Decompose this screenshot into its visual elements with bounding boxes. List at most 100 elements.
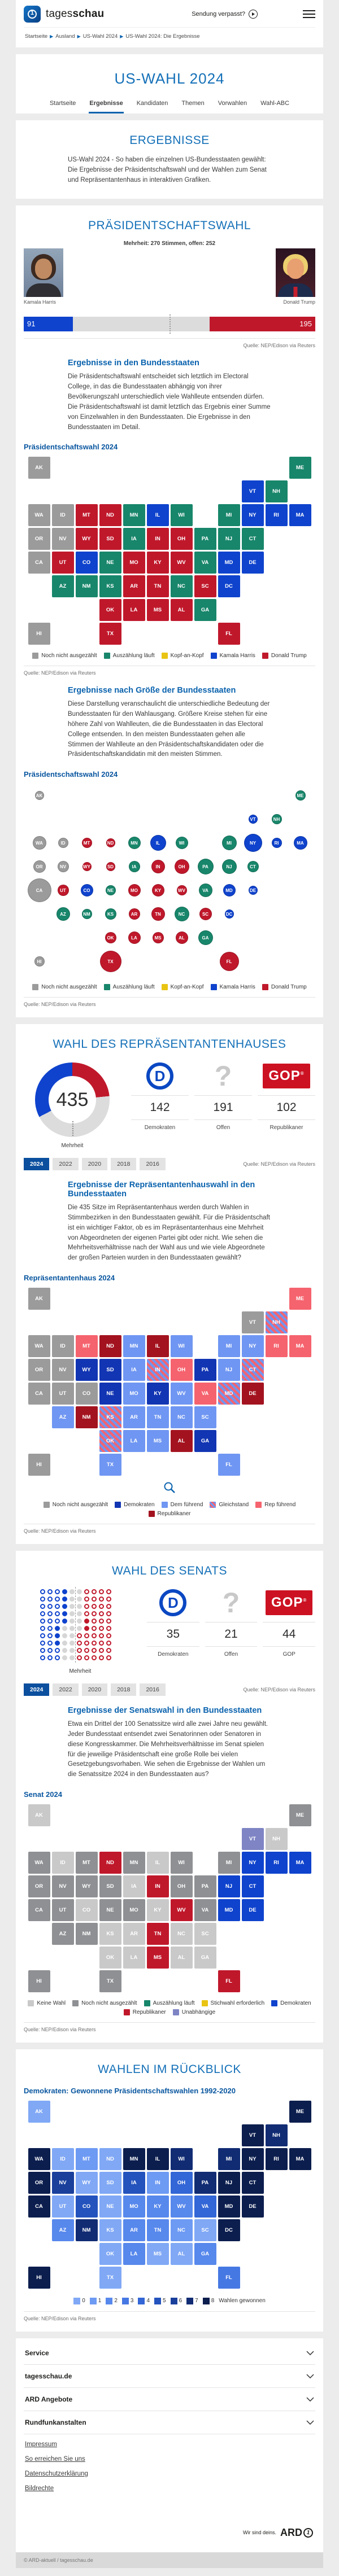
state-wy[interactable]: WY bbox=[75, 528, 98, 550]
state-tn[interactable]: TN bbox=[146, 1922, 169, 1945]
footer-accordion-tagesschau-de[interactable]: tagesschau.de bbox=[24, 2365, 315, 2388]
state-nm[interactable]: NM bbox=[75, 575, 98, 598]
state-bubble-de[interactable]: DE bbox=[248, 886, 258, 895]
state-tn[interactable]: TN bbox=[146, 575, 169, 598]
state-ct[interactable]: CT bbox=[241, 2171, 264, 2194]
state-fl[interactable]: FL bbox=[218, 1454, 240, 1476]
state-md[interactable]: MD bbox=[218, 552, 240, 574]
state-or[interactable]: OR bbox=[28, 1875, 50, 1897]
state-bubble-mi[interactable]: MI bbox=[221, 836, 237, 851]
ard-logo[interactable]: ARD 1 bbox=[280, 2527, 314, 2539]
state-nh[interactable]: NH bbox=[265, 480, 288, 503]
state-me[interactable]: ME bbox=[289, 1288, 311, 1310]
state-ut[interactable]: UT bbox=[51, 2195, 74, 2218]
state-hi[interactable]: HI bbox=[28, 1454, 50, 1476]
state-az[interactable]: AZ bbox=[51, 575, 74, 598]
tab-startseite[interactable]: Startseite bbox=[49, 100, 76, 107]
tab-wahl-abc[interactable]: Wahl-ABC bbox=[260, 100, 290, 107]
state-az[interactable]: AZ bbox=[51, 1922, 74, 1945]
state-il[interactable]: IL bbox=[146, 504, 169, 527]
state-ut[interactable]: UT bbox=[51, 1899, 74, 1921]
breadcrumb-item[interactable]: US-Wahl 2024 bbox=[82, 33, 118, 40]
state-al[interactable]: AL bbox=[170, 2242, 193, 2265]
year-chip-2020[interactable]: 2020 bbox=[81, 1683, 108, 1696]
state-ga[interactable]: GA bbox=[194, 599, 216, 622]
state-vt[interactable]: VT bbox=[241, 2124, 264, 2146]
state-id[interactable]: ID bbox=[51, 1851, 74, 1874]
state-oh[interactable]: OH bbox=[170, 1875, 193, 1897]
state-md[interactable]: MD bbox=[218, 2195, 240, 2218]
state-ar[interactable]: AR bbox=[123, 2219, 145, 2241]
state-bubble-il[interactable]: IL bbox=[150, 835, 166, 851]
year-chip-2024[interactable]: 2024 bbox=[24, 1683, 50, 1696]
state-ca[interactable]: CA bbox=[28, 2195, 50, 2218]
footer-accordion-service[interactable]: Service bbox=[24, 2342, 315, 2365]
state-bubble-tn[interactable]: TN bbox=[151, 907, 165, 921]
state-fl[interactable]: FL bbox=[218, 1970, 240, 1992]
state-wy[interactable]: WY bbox=[75, 1875, 98, 1897]
state-bubble-va[interactable]: VA bbox=[198, 884, 212, 898]
tagesschau-logo-icon[interactable] bbox=[24, 6, 41, 23]
state-nm[interactable]: NM bbox=[75, 1406, 98, 1429]
state-nc[interactable]: NC bbox=[170, 1406, 193, 1429]
state-hi[interactable]: HI bbox=[28, 2266, 50, 2289]
state-ga[interactable]: GA bbox=[194, 2242, 216, 2265]
state-ar[interactable]: AR bbox=[123, 575, 145, 598]
state-ak[interactable]: AK bbox=[28, 1288, 50, 1310]
state-wi[interactable]: WI bbox=[170, 2148, 193, 2170]
state-de[interactable]: DE bbox=[241, 1899, 264, 1921]
breadcrumb-item[interactable]: Ausland bbox=[55, 33, 75, 40]
state-bubble-hi[interactable]: HI bbox=[34, 956, 45, 967]
state-tx[interactable]: TX bbox=[99, 623, 121, 645]
state-co[interactable]: CO bbox=[75, 1383, 98, 1405]
state-ms[interactable]: MS bbox=[146, 1946, 169, 1969]
state-wv[interactable]: WV bbox=[170, 1383, 193, 1405]
state-nc[interactable]: NC bbox=[170, 1922, 193, 1945]
state-ma[interactable]: MA bbox=[289, 1851, 311, 1874]
state-ct[interactable]: CT bbox=[241, 1359, 264, 1381]
state-nm[interactable]: NM bbox=[75, 2219, 98, 2241]
state-wi[interactable]: WI bbox=[170, 1851, 193, 1874]
state-vt[interactable]: VT bbox=[241, 1827, 264, 1850]
state-la[interactable]: LA bbox=[123, 1430, 145, 1453]
state-nj[interactable]: NJ bbox=[218, 1875, 240, 1897]
state-bubble-la[interactable]: LA bbox=[128, 931, 141, 944]
state-co[interactable]: CO bbox=[75, 1899, 98, 1921]
year-chip-2020[interactable]: 2020 bbox=[81, 1158, 108, 1171]
state-mt[interactable]: MT bbox=[75, 1851, 98, 1874]
state-wa[interactable]: WA bbox=[28, 2148, 50, 2170]
state-ct[interactable]: CT bbox=[241, 1875, 264, 1897]
state-bubble-nc[interactable]: NC bbox=[174, 907, 189, 922]
state-dc[interactable]: DC bbox=[218, 2219, 240, 2241]
state-bubble-fl[interactable]: FL bbox=[219, 952, 239, 972]
state-bubble-tx[interactable]: TX bbox=[99, 951, 121, 973]
year-chip-2016[interactable]: 2016 bbox=[140, 1683, 166, 1696]
state-bubble-sc[interactable]: SC bbox=[199, 908, 212, 921]
state-or[interactable]: OR bbox=[28, 1359, 50, 1381]
state-sc[interactable]: SC bbox=[194, 1406, 216, 1429]
state-ia[interactable]: IA bbox=[123, 1875, 145, 1897]
state-bubble-nm[interactable]: NM bbox=[81, 909, 92, 920]
state-ut[interactable]: UT bbox=[51, 552, 74, 574]
state-ky[interactable]: KY bbox=[146, 2195, 169, 2218]
state-ks[interactable]: KS bbox=[99, 1406, 121, 1429]
state-sc[interactable]: SC bbox=[194, 575, 216, 598]
state-ia[interactable]: IA bbox=[123, 2171, 145, 2194]
missed-broadcast-link[interactable]: Sendung verpasst? bbox=[192, 10, 258, 19]
state-mi[interactable]: MI bbox=[218, 2148, 240, 2170]
footer-accordion-rundfunkanstalten[interactable]: Rundfunkanstalten bbox=[24, 2411, 315, 2434]
state-ms[interactable]: MS bbox=[146, 1430, 169, 1453]
state-bubble-ak[interactable]: AK bbox=[34, 791, 44, 801]
state-bubble-ms[interactable]: MS bbox=[152, 932, 164, 944]
state-ia[interactable]: IA bbox=[123, 1359, 145, 1381]
state-wi[interactable]: WI bbox=[170, 1335, 193, 1358]
state-wv[interactable]: WV bbox=[170, 1899, 193, 1921]
state-wv[interactable]: WV bbox=[170, 2195, 193, 2218]
state-ok[interactable]: OK bbox=[99, 1946, 121, 1969]
state-mt[interactable]: MT bbox=[75, 2148, 98, 2170]
state-ks[interactable]: KS bbox=[99, 575, 121, 598]
state-bubble-ar[interactable]: AR bbox=[128, 908, 140, 920]
state-co[interactable]: CO bbox=[75, 552, 98, 574]
state-ok[interactable]: OK bbox=[99, 2242, 121, 2265]
state-bubble-wv[interactable]: WV bbox=[176, 885, 187, 896]
